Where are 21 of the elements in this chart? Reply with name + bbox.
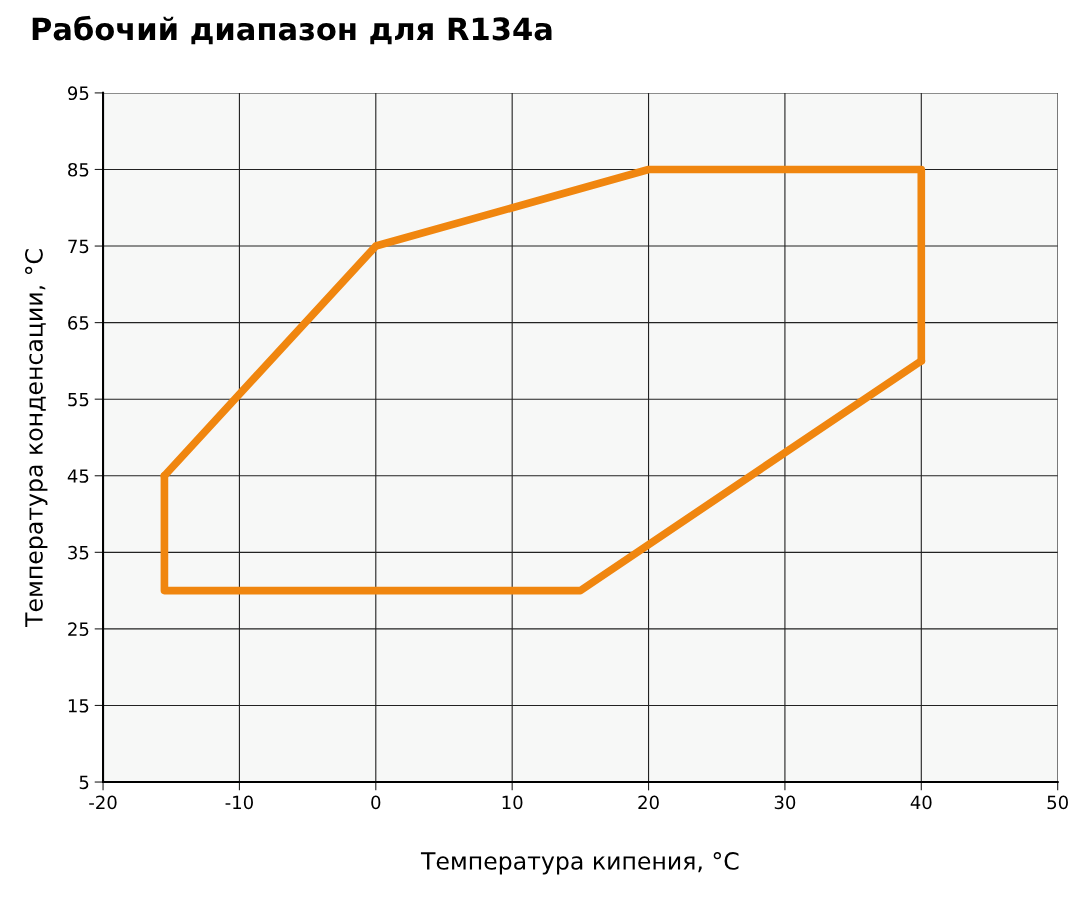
x-tick-label: 20 [638,795,659,810]
x-tick-label: 50 [1047,795,1068,810]
x-tick-label: 0 [371,795,381,810]
x-tick-label: -20 [89,795,117,810]
y-tick-label: 5 [79,775,89,790]
y-tick-label: 75 [68,239,89,254]
y-tick-label: 65 [68,316,89,330]
y-tick-label: 25 [68,622,89,637]
chart-title: Рабочий диапазон для R134a [32,15,552,45]
y-tick-label: 95 [68,86,89,101]
y-axis-title: Температура конденсации, °C [25,249,48,627]
x-tick-label: 40 [910,795,932,810]
y-tick-label: 15 [68,699,89,713]
y-tick-label: 55 [68,392,89,407]
y-tick-label: 35 [68,545,89,560]
y-tick-label: 45 [67,469,89,483]
x-tick-label: -10 [225,795,253,810]
x-tick-label: 10 [502,795,523,810]
y-tick-label: 85 [68,162,89,177]
x-axis-title: Температура кипения, °C [420,852,739,875]
x-tick-label: 30 [774,795,796,810]
